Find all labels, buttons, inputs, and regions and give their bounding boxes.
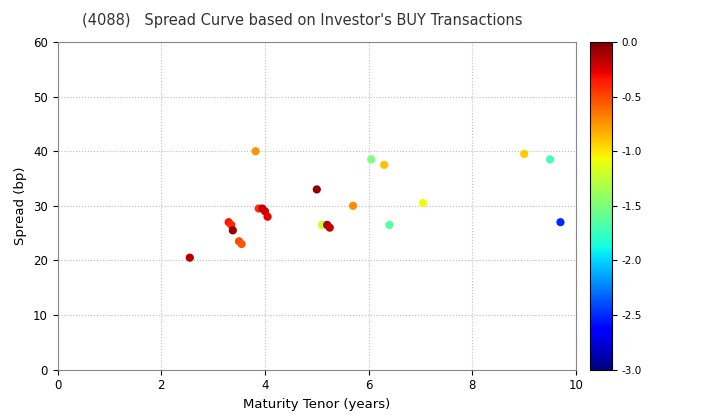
Point — [184, 254, 196, 261]
Point — [311, 186, 323, 193]
Point — [321, 222, 333, 228]
Point — [259, 208, 271, 215]
Point — [223, 219, 235, 226]
Point — [250, 148, 261, 155]
Point — [518, 150, 530, 157]
Point — [233, 238, 245, 244]
Point — [256, 205, 268, 212]
Point — [554, 219, 566, 226]
X-axis label: Maturity Tenor (years): Maturity Tenor (years) — [243, 398, 390, 411]
Point — [324, 224, 336, 231]
Point — [379, 161, 390, 168]
Point — [418, 200, 429, 206]
Point — [236, 241, 248, 247]
Y-axis label: Spread (bp): Spread (bp) — [14, 167, 27, 245]
Point — [347, 202, 359, 209]
Point — [384, 222, 395, 228]
Point — [227, 227, 238, 234]
Point — [253, 205, 264, 212]
Point — [262, 213, 274, 220]
Point — [316, 222, 328, 228]
Point — [319, 222, 330, 228]
Point — [544, 156, 556, 163]
Point — [366, 156, 377, 163]
Point — [225, 222, 237, 228]
Text: (4088)   Spread Curve based on Investor's BUY Transactions: (4088) Spread Curve based on Investor's … — [82, 13, 523, 28]
